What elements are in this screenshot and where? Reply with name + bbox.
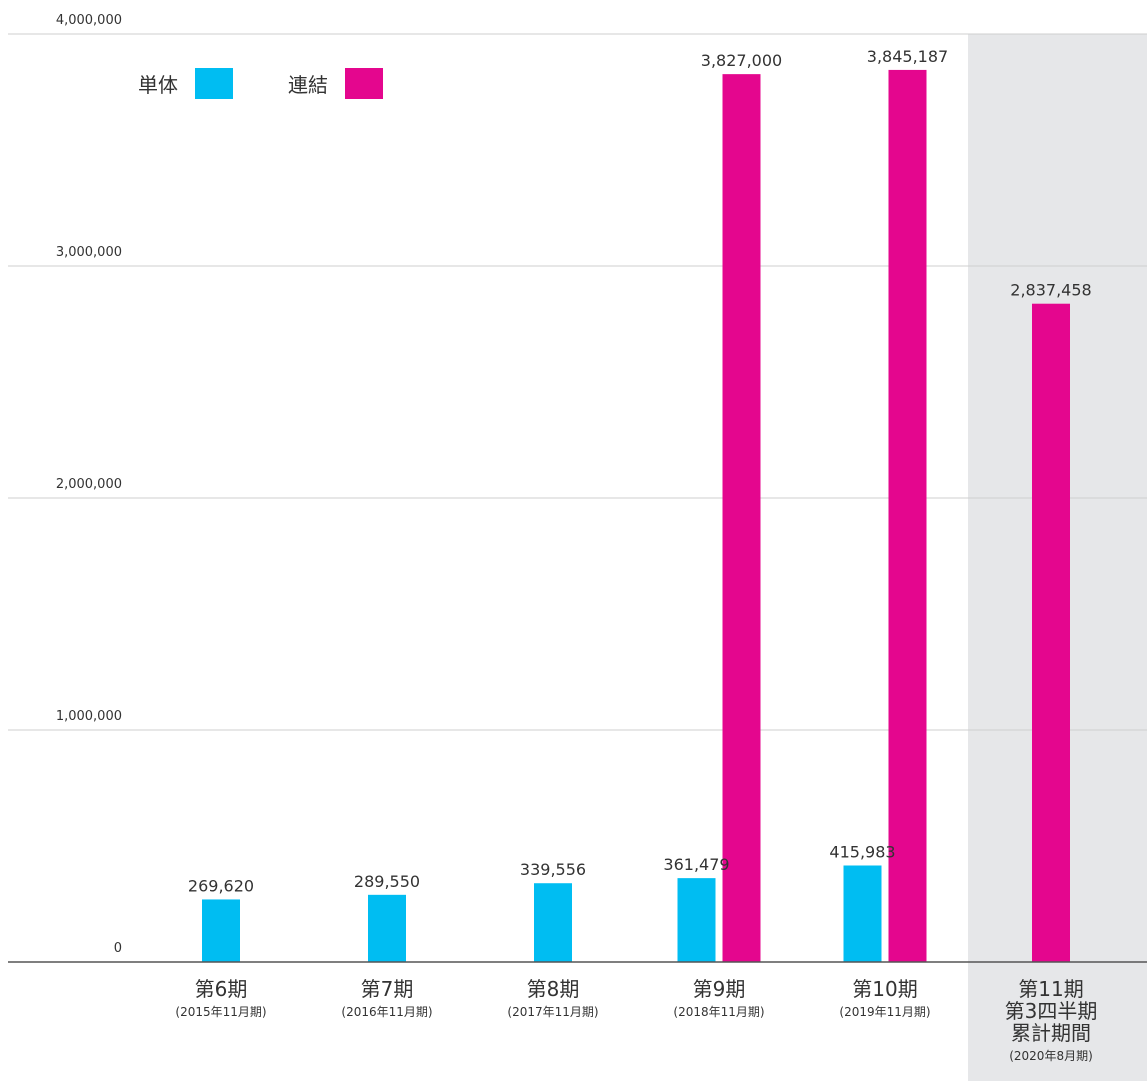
- bar-tantai-2: [534, 883, 572, 962]
- data-label-0-2: 339,556: [520, 860, 586, 879]
- bar-renketsu-4: [888, 69, 927, 962]
- x-category-label-2-0: 第8期: [527, 977, 580, 1001]
- x-category-label-5-1: 第3四半期: [1005, 999, 1098, 1023]
- x-category-sub-0: (2015年11月期): [175, 1005, 266, 1019]
- bar-renketsu-3: [722, 74, 761, 963]
- legend: 単体 連結: [138, 68, 383, 99]
- bar-tantai-0: [202, 899, 240, 962]
- data-label-0-3: 361,479: [663, 855, 729, 874]
- legend-label-0: 単体: [138, 73, 178, 97]
- y-tick-label-1: 1,000,000: [56, 709, 122, 724]
- y-tick-label-2: 2,000,000: [56, 477, 122, 492]
- axes: 0 1,000,000 2,000,000 3,000,000 4,000,000 第6期…: [8, 13, 1147, 1063]
- data-label-1-4: 3,845,187: [867, 47, 948, 66]
- bar-renketsu-5: [1032, 303, 1070, 963]
- x-category-sub-3: (2018年11月期): [673, 1005, 764, 1019]
- x-category-label-4-0: 第10期: [852, 977, 917, 1001]
- x-category-sub-1: (2016年11月期): [341, 1005, 432, 1019]
- data-label-1-3: 3,827,000: [701, 51, 782, 70]
- data-label-0-1: 289,550: [354, 872, 420, 891]
- data-label-0-4: 415,983: [829, 842, 895, 861]
- bar-tantai-1: [368, 894, 406, 962]
- bars: [202, 69, 1070, 963]
- legend-swatch-0: [195, 68, 233, 99]
- x-category-label-1-0: 第7期: [361, 977, 414, 1001]
- y-tick-label-3: 3,000,000: [56, 245, 122, 260]
- x-category-label-5-2: 累計期間: [1011, 1021, 1091, 1045]
- bar-tantai-4: [843, 865, 882, 962]
- x-category-sub-5: (2020年8月期): [1009, 1049, 1093, 1063]
- x-category-label-3-0: 第9期: [693, 977, 746, 1001]
- data-label-0-0: 269,620: [188, 876, 254, 895]
- y-tick-label-4: 4,000,000: [56, 13, 122, 28]
- gridlines: [8, 33, 1147, 731]
- legend-label-1: 連結: [288, 73, 328, 97]
- bar-tantai-3: [677, 878, 716, 962]
- x-category-sub-2: (2017年11月期): [507, 1005, 598, 1019]
- x-category-sub-4: (2019年11月期): [839, 1005, 930, 1019]
- x-category-label-0-0: 第6期: [195, 977, 248, 1001]
- y-tick-label-0: 0: [114, 941, 122, 956]
- data-label-1-5: 2,837,458: [1010, 281, 1091, 300]
- data-labels: 269,620 289,550 339,556 361,479 3,827,000 415…: [188, 47, 1092, 896]
- x-category-label-5-0: 第11期: [1018, 977, 1083, 1001]
- legend-swatch-1: [345, 68, 383, 99]
